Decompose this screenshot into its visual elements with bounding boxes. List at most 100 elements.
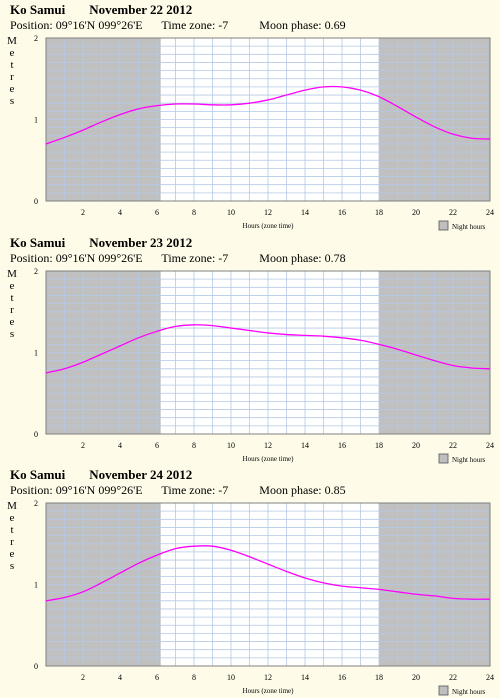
- date-label: November 23 2012: [89, 235, 193, 250]
- x-tick-label: 6: [155, 673, 159, 682]
- y-tick-label: 0: [34, 430, 38, 439]
- timezone-field: Time zone: -7: [161, 251, 228, 265]
- timezone-field: Time zone: -7: [161, 483, 228, 497]
- x-tick-label: 16: [338, 208, 346, 217]
- moon-phase-label: Moon phase:: [259, 18, 322, 32]
- panel-info: Position: 09°16'N 099°26'E Time zone: -7…: [10, 483, 362, 498]
- tide-panel-1: Ko Samui November 22 2012 Position: 09°16…: [0, 0, 500, 232]
- y-tick-label: 2: [34, 499, 38, 508]
- x-tick-label: 12: [264, 441, 272, 450]
- timezone-value: -7: [218, 251, 229, 265]
- timezone-label: Time zone:: [161, 18, 216, 32]
- x-tick-label: 10: [227, 208, 235, 217]
- date-label: November 24 2012: [89, 467, 193, 482]
- moon-phase-field: Moon phase: 0.69: [259, 18, 345, 32]
- panel-title: Ko Samui November 24 2012: [10, 467, 192, 483]
- x-tick-label: 4: [118, 441, 122, 450]
- tide-height-curve: [45, 85, 491, 145]
- plot-frame: [45, 270, 491, 435]
- x-tick-label: 18: [375, 441, 383, 450]
- panel-title: Ko Samui November 22 2012: [10, 2, 192, 18]
- x-tick-label: 12: [264, 208, 272, 217]
- location-name: Ko Samui: [10, 467, 66, 482]
- x-tick-label: 18: [375, 208, 383, 217]
- x-axis-label: Hours (zone time): [243, 455, 295, 463]
- x-tick-label: 12: [264, 673, 272, 682]
- timezone-label: Time zone:: [161, 251, 216, 265]
- moon-phase-value: 0.69: [324, 18, 346, 32]
- x-tick-label: 14: [301, 441, 309, 450]
- timezone-value: -7: [218, 483, 229, 497]
- position-field: Position: 09°16'N 099°26'E: [10, 251, 143, 265]
- location-name: Ko Samui: [10, 235, 66, 250]
- x-axis-label: Hours (zone time): [243, 687, 295, 695]
- position-field: Position: 09°16'N 099°26'E: [10, 483, 143, 497]
- x-tick-label: 24: [486, 673, 494, 682]
- x-tick-label: 4: [118, 208, 122, 217]
- position-value: 09°16'N 099°26'E: [55, 18, 143, 32]
- night-hours-legend-swatch: [438, 220, 449, 231]
- x-tick-label: 14: [301, 673, 309, 682]
- x-tick-label: 20: [412, 441, 420, 450]
- timezone-field: Time zone: -7: [161, 18, 228, 32]
- x-tick-label: 2: [81, 441, 85, 450]
- x-tick-label: 10: [227, 673, 235, 682]
- y-tick-label: 1: [34, 116, 38, 125]
- position-value: 09°16'N 099°26'E: [55, 483, 143, 497]
- y-tick-label: 0: [34, 197, 38, 206]
- timezone-value: -7: [218, 18, 229, 32]
- x-tick-label: 2: [81, 208, 85, 217]
- x-tick-label: 8: [192, 673, 196, 682]
- x-tick-label: 14: [301, 208, 309, 217]
- position-value: 09°16'N 099°26'E: [55, 251, 143, 265]
- location-name: Ko Samui: [10, 2, 66, 17]
- x-tick-label: 8: [192, 208, 196, 217]
- moon-phase-value: 0.85: [324, 483, 346, 497]
- x-axis-label: Hours (zone time): [243, 222, 295, 230]
- plot-frame: [45, 37, 491, 202]
- night-hours-legend-label: Night hours: [452, 223, 486, 231]
- moon-phase-label: Moon phase:: [259, 251, 322, 265]
- panel-title: Ko Samui November 23 2012: [10, 235, 192, 251]
- timezone-label: Time zone:: [161, 483, 216, 497]
- panel-info: Position: 09°16'N 099°26'E Time zone: -7…: [10, 251, 362, 266]
- position-label: Position:: [10, 18, 53, 32]
- x-tick-label: 8: [192, 441, 196, 450]
- x-tick-label: 2: [81, 673, 85, 682]
- night-hours-legend-swatch: [438, 685, 449, 696]
- moon-phase-field: Moon phase: 0.85: [259, 483, 345, 497]
- panel-info: Position: 09°16'N 099°26'E Time zone: -7…: [10, 18, 362, 33]
- x-tick-label: 20: [412, 673, 420, 682]
- night-hours-legend-label: Night hours: [452, 456, 486, 464]
- y-tick-label: 1: [34, 581, 38, 590]
- x-tick-label: 24: [486, 441, 494, 450]
- x-tick-label: 10: [227, 441, 235, 450]
- tide-panel-3: Ko Samui November 24 2012 Position: 09°16…: [0, 465, 500, 697]
- x-tick-label: 20: [412, 208, 420, 217]
- x-tick-label: 6: [155, 441, 159, 450]
- position-label: Position:: [10, 483, 53, 497]
- x-tick-label: 6: [155, 208, 159, 217]
- x-tick-label: 22: [449, 673, 457, 682]
- x-tick-label: 4: [118, 673, 122, 682]
- x-tick-label: 22: [449, 441, 457, 450]
- x-tick-label: 16: [338, 673, 346, 682]
- night-hours-legend-swatch: [438, 453, 449, 464]
- plot-frame: [45, 502, 491, 667]
- x-tick-label: 22: [449, 208, 457, 217]
- x-tick-label: 16: [338, 441, 346, 450]
- tide-height-curve: [45, 545, 491, 602]
- y-tick-label: 2: [34, 267, 38, 276]
- y-tick-label: 2: [34, 34, 38, 43]
- y-tick-label: 1: [34, 349, 38, 358]
- position-field: Position: 09°16'N 099°26'E: [10, 18, 143, 32]
- position-label: Position:: [10, 251, 53, 265]
- moon-phase-field: Moon phase: 0.78: [259, 251, 345, 265]
- date-label: November 22 2012: [89, 2, 193, 17]
- tide-height-curve: [45, 324, 491, 374]
- x-tick-label: 18: [375, 673, 383, 682]
